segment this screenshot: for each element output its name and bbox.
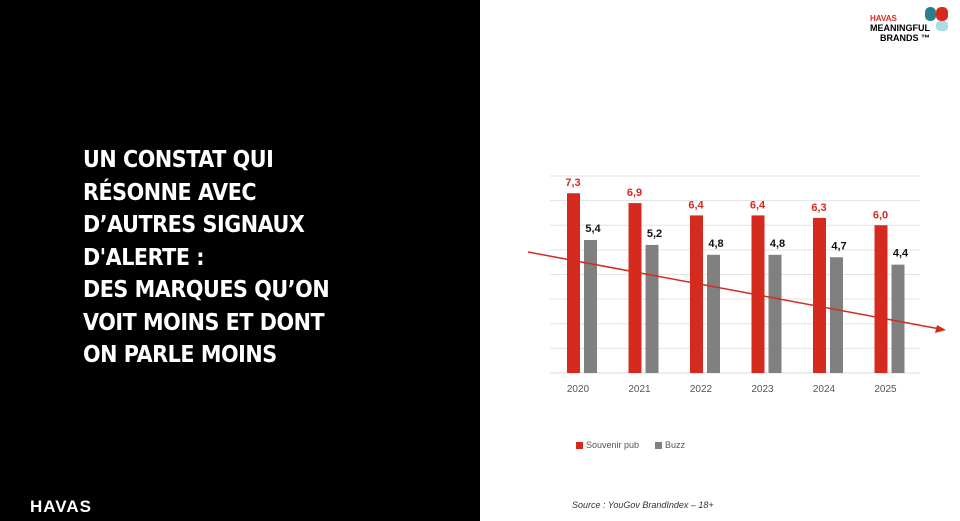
bar-souvenir-pub-2021 (628, 203, 642, 373)
x-tick-label: 2020 (567, 384, 590, 395)
data-label: 6,0 (873, 209, 888, 221)
data-label: 7,3 (565, 177, 580, 189)
trend-arrow-line (527, 251, 941, 330)
data-label: 4,7 (831, 240, 846, 252)
bar-souvenir-pub-2025 (874, 225, 888, 373)
legend-swatch-gray (655, 441, 662, 449)
bar-souvenir-pub-2020 (567, 193, 580, 373)
legend-label: Souvenir pub (586, 440, 640, 450)
x-tick-label: 2025 (874, 384, 897, 395)
x-tick-label: 2022 (690, 384, 713, 395)
bar-souvenir-pub-2023 (751, 215, 765, 373)
havas-logo: HAVAS (30, 497, 92, 516)
bar-buzz-2025 (891, 264, 905, 373)
data-label: 5,2 (647, 228, 662, 240)
bar-buzz-2024 (830, 257, 843, 373)
headline: UN CONSTAT QUI RÉSONNE AVEC D’AUTRES SIG… (83, 147, 330, 368)
data-label: 5,4 (585, 223, 601, 235)
brand-logo-text: MEANINGFUL BRANDS ™ (870, 23, 930, 43)
x-tick-label: 2024 (813, 384, 836, 395)
data-label: 6,4 (750, 199, 766, 211)
meaningful-brands-logo: HAVAS MEANINGFUL BRANDS ™ (858, 6, 948, 48)
data-label: 4,8 (708, 238, 723, 250)
legend-item-souvenir-pub: Souvenir pub (576, 440, 639, 450)
data-label: 4,4 (893, 248, 909, 260)
data-label: 4,8 (770, 238, 785, 250)
trend-arrow-head-icon (935, 325, 946, 333)
x-tick-label: 2023 (751, 384, 774, 395)
source-note: Source : YouGov BrandIndex – 18+ (572, 500, 714, 510)
hearts-icon (925, 7, 948, 31)
bar-souvenir-pub-2024 (813, 217, 826, 373)
bar-buzz-2021 (645, 244, 659, 373)
legend-swatch-red (576, 441, 583, 449)
data-label: 6,9 (627, 187, 642, 199)
left-panel: UN CONSTAT QUI RÉSONNE AVEC D’AUTRES SIG… (0, 0, 480, 521)
brand-logo-line2: MEANINGFUL (870, 23, 930, 33)
x-tick-label: 2021 (628, 384, 651, 395)
brand-logo-line3: BRANDS ™ (879, 33, 930, 43)
data-label: 6,4 (688, 199, 704, 211)
bar-buzz-2020 (584, 240, 597, 373)
legend-label: Buzz (665, 440, 686, 450)
brand-logo-havas: HAVAS (870, 14, 897, 23)
bar-souvenir-pub-2022 (690, 215, 703, 373)
data-label: 6,3 (811, 202, 826, 214)
bar-buzz-2023 (768, 254, 782, 373)
bar-buzz-2022 (707, 254, 720, 373)
legend-item-buzz: Buzz (655, 440, 685, 450)
